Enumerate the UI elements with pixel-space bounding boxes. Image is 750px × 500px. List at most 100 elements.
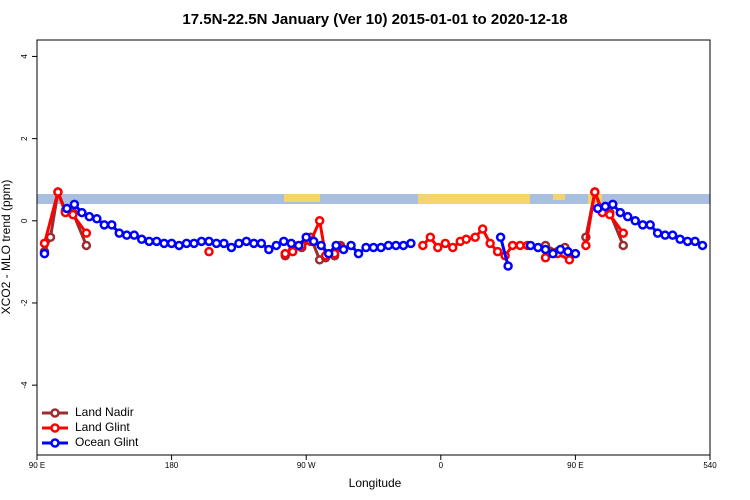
data-point bbox=[564, 255, 575, 265]
data-point bbox=[338, 244, 349, 255]
data-point bbox=[503, 261, 513, 271]
data-point bbox=[271, 240, 282, 251]
data-point bbox=[226, 242, 237, 253]
data-point bbox=[39, 238, 50, 249]
data-point bbox=[515, 240, 525, 251]
data-point bbox=[151, 236, 162, 247]
data-point bbox=[540, 244, 551, 255]
data-point bbox=[555, 244, 566, 255]
data-point bbox=[570, 248, 581, 259]
data-point bbox=[376, 242, 386, 253]
data-point bbox=[107, 220, 117, 230]
data-point bbox=[211, 238, 222, 249]
data-point bbox=[615, 207, 626, 218]
data-point bbox=[159, 238, 169, 249]
data-point bbox=[697, 240, 708, 251]
data-point bbox=[630, 216, 640, 226]
data-point bbox=[637, 220, 648, 230]
data-point bbox=[525, 240, 536, 251]
data-point bbox=[581, 240, 591, 251]
data-point bbox=[136, 234, 147, 245]
x-tick-label: 90 W bbox=[297, 461, 316, 470]
data-point bbox=[181, 238, 192, 249]
data-point bbox=[645, 220, 655, 230]
legend-label: Ocean Glint bbox=[75, 435, 139, 449]
x-tick-label: 0 bbox=[439, 461, 444, 470]
data-point bbox=[563, 246, 573, 257]
x-axis-label: Longitude bbox=[349, 476, 402, 490]
data-point bbox=[406, 238, 416, 249]
data-point bbox=[590, 187, 600, 197]
data-point bbox=[600, 201, 611, 212]
data-point bbox=[461, 234, 471, 245]
data-point bbox=[605, 209, 615, 220]
data-point bbox=[433, 242, 443, 253]
data-point bbox=[608, 199, 618, 210]
legend-label: Land Nadir bbox=[75, 405, 134, 419]
y-tick-label: 4 bbox=[20, 54, 29, 59]
data-point bbox=[391, 240, 401, 251]
data-point bbox=[346, 240, 356, 251]
data-point bbox=[507, 240, 518, 251]
data-point bbox=[618, 240, 629, 251]
data-point bbox=[361, 242, 371, 253]
data-point bbox=[548, 248, 558, 259]
data-point bbox=[77, 207, 87, 218]
data-point bbox=[660, 230, 670, 240]
data-point bbox=[196, 236, 207, 247]
legend-marker bbox=[50, 423, 60, 433]
data-point bbox=[174, 240, 184, 251]
data-point bbox=[99, 220, 110, 230]
data-point bbox=[618, 228, 629, 238]
data-point bbox=[166, 238, 177, 249]
data-point bbox=[204, 236, 214, 247]
data-point bbox=[144, 236, 154, 247]
data-point bbox=[492, 246, 503, 257]
legend-label: Land Glint bbox=[75, 420, 130, 434]
y-tick-label: -2 bbox=[20, 299, 29, 307]
data-point bbox=[69, 199, 80, 210]
data-point bbox=[256, 238, 267, 249]
data-point bbox=[287, 246, 298, 257]
data-point bbox=[675, 234, 685, 245]
data-point bbox=[485, 238, 495, 249]
x-tick-label: 90 E bbox=[567, 461, 583, 470]
y-tick-label: 0 bbox=[20, 218, 29, 223]
legend-marker bbox=[50, 438, 60, 448]
data-point bbox=[204, 246, 214, 257]
data-point bbox=[81, 240, 92, 251]
data-point bbox=[540, 253, 551, 263]
data-point bbox=[477, 224, 488, 234]
data-point bbox=[470, 232, 480, 242]
data-point bbox=[121, 230, 132, 240]
data-point bbox=[249, 238, 259, 249]
data-point bbox=[383, 240, 394, 251]
data-point bbox=[425, 232, 436, 242]
data-point bbox=[533, 242, 543, 253]
plot-frame bbox=[36, 39, 711, 456]
data-point bbox=[495, 232, 506, 242]
x-tick-label: 540 bbox=[703, 461, 717, 470]
data-point bbox=[368, 242, 379, 253]
data-point bbox=[314, 216, 325, 226]
data-point bbox=[293, 240, 304, 251]
data-point bbox=[53, 187, 63, 197]
data-point bbox=[129, 230, 139, 240]
data-point bbox=[92, 213, 102, 224]
y-tick-label: 2 bbox=[20, 136, 29, 141]
data-point bbox=[114, 228, 125, 238]
data-point bbox=[286, 238, 296, 249]
y-tick-label: -4 bbox=[20, 381, 29, 389]
data-point bbox=[323, 248, 334, 259]
legend-marker bbox=[50, 408, 60, 418]
data-point bbox=[398, 240, 409, 251]
data-point bbox=[68, 209, 78, 220]
y-axis-label: XCO2 - MLO trend (ppm) bbox=[0, 180, 13, 315]
data-point bbox=[331, 240, 341, 251]
x-tick-label: 90 E bbox=[29, 461, 45, 470]
data-point bbox=[652, 228, 663, 238]
data-point bbox=[301, 232, 311, 242]
data-point bbox=[316, 240, 326, 251]
data-point bbox=[667, 230, 678, 240]
